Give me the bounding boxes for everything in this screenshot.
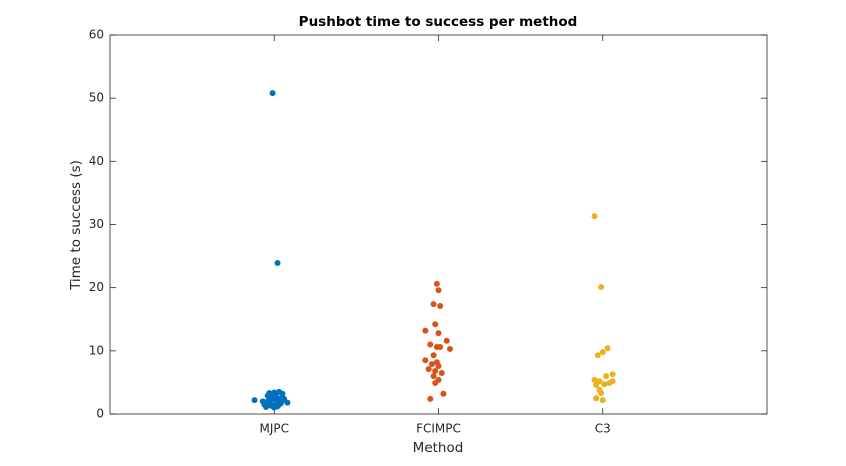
point: [272, 393, 279, 400]
point: [599, 349, 606, 356]
point: [269, 90, 276, 97]
point: [279, 397, 286, 404]
point: [274, 260, 281, 267]
point: [435, 287, 442, 294]
point: [438, 369, 445, 376]
plot-box: [109, 34, 768, 415]
point: [591, 376, 598, 383]
point: [251, 397, 258, 404]
point: [601, 381, 608, 388]
point: [599, 397, 606, 404]
y-tick-label: 20: [89, 280, 104, 294]
point: [440, 390, 447, 397]
point: [609, 371, 616, 378]
point: [430, 352, 437, 359]
y-tick-label: 10: [89, 343, 104, 357]
point: [593, 395, 600, 402]
point: [606, 380, 613, 387]
point: [428, 361, 435, 368]
point: [435, 362, 442, 369]
point: [437, 302, 444, 309]
point: [271, 404, 278, 411]
point: [432, 380, 439, 387]
point: [422, 327, 429, 334]
point: [259, 398, 266, 405]
point: [435, 330, 442, 337]
point: [427, 341, 434, 348]
x-tick-label: FCIMPC: [416, 422, 461, 436]
point: [430, 301, 437, 308]
y-tick-label: 50: [89, 91, 104, 105]
point: [446, 345, 453, 352]
point: [432, 368, 439, 375]
point: [598, 284, 605, 291]
chart-title: Pushbot time to success per method: [299, 14, 578, 30]
point: [591, 213, 598, 220]
x-axis-label: Method: [413, 440, 464, 456]
point: [433, 280, 440, 287]
point: [432, 321, 439, 328]
y-axis-label: Time to success (s): [68, 160, 84, 291]
point: [427, 395, 434, 402]
point: [604, 345, 611, 352]
point: [437, 344, 444, 351]
y-tick-label: 30: [89, 217, 104, 231]
point: [422, 357, 429, 364]
point: [598, 390, 605, 397]
y-tick-label: 40: [89, 154, 104, 168]
x-tick-label: C3: [595, 422, 611, 436]
y-tick-label: 60: [89, 28, 104, 42]
x-tick-label: MJPC: [259, 422, 289, 436]
point: [276, 401, 283, 408]
point: [425, 366, 432, 373]
point: [430, 373, 437, 380]
point: [266, 390, 273, 397]
point: [594, 352, 601, 359]
point: [593, 381, 600, 388]
point: [276, 388, 283, 395]
point: [443, 337, 450, 344]
y-tick-label: 0: [96, 407, 104, 421]
point: [603, 373, 610, 380]
